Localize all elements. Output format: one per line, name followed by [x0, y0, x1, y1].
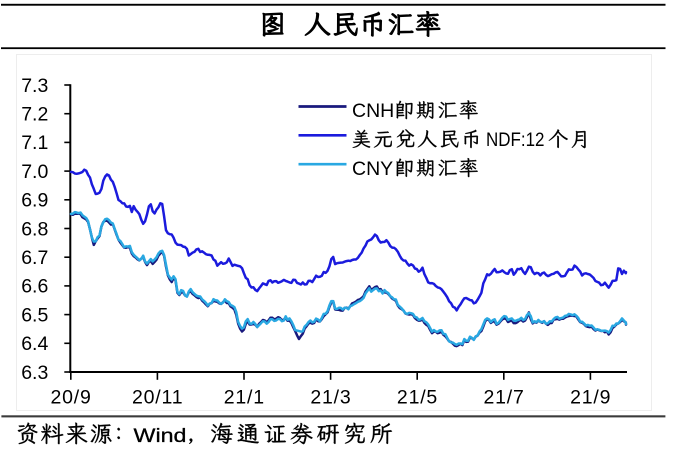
svg-text:21/5: 21/5 — [397, 386, 438, 408]
svg-text:6.7: 6.7 — [21, 247, 48, 269]
svg-text:CNY: CNY — [352, 158, 393, 180]
svg-text:21/1: 21/1 — [224, 386, 265, 408]
svg-text:CNH: CNH — [352, 100, 394, 122]
svg-text:6.9: 6.9 — [21, 190, 48, 212]
svg-text:7.3: 7.3 — [21, 75, 48, 97]
svg-text:6.5: 6.5 — [21, 304, 48, 326]
svg-text:NDF:12: NDF:12 — [486, 129, 545, 151]
svg-text:6.6: 6.6 — [21, 276, 48, 298]
svg-text:7.1: 7.1 — [21, 132, 48, 154]
svg-text:7.0: 7.0 — [21, 161, 48, 183]
svg-text:21/3: 21/3 — [310, 386, 351, 408]
svg-text:Wind: Wind — [134, 425, 187, 447]
svg-text:21/7: 21/7 — [484, 386, 525, 408]
svg-text:6.3: 6.3 — [21, 362, 48, 384]
svg-text:7.2: 7.2 — [21, 104, 48, 126]
svg-text:20/11: 20/11 — [132, 386, 183, 408]
svg-text:21/9: 21/9 — [570, 386, 611, 408]
svg-text:6.8: 6.8 — [21, 218, 48, 240]
svg-text:20/9: 20/9 — [51, 386, 92, 408]
svg-text:6.4: 6.4 — [21, 333, 48, 355]
